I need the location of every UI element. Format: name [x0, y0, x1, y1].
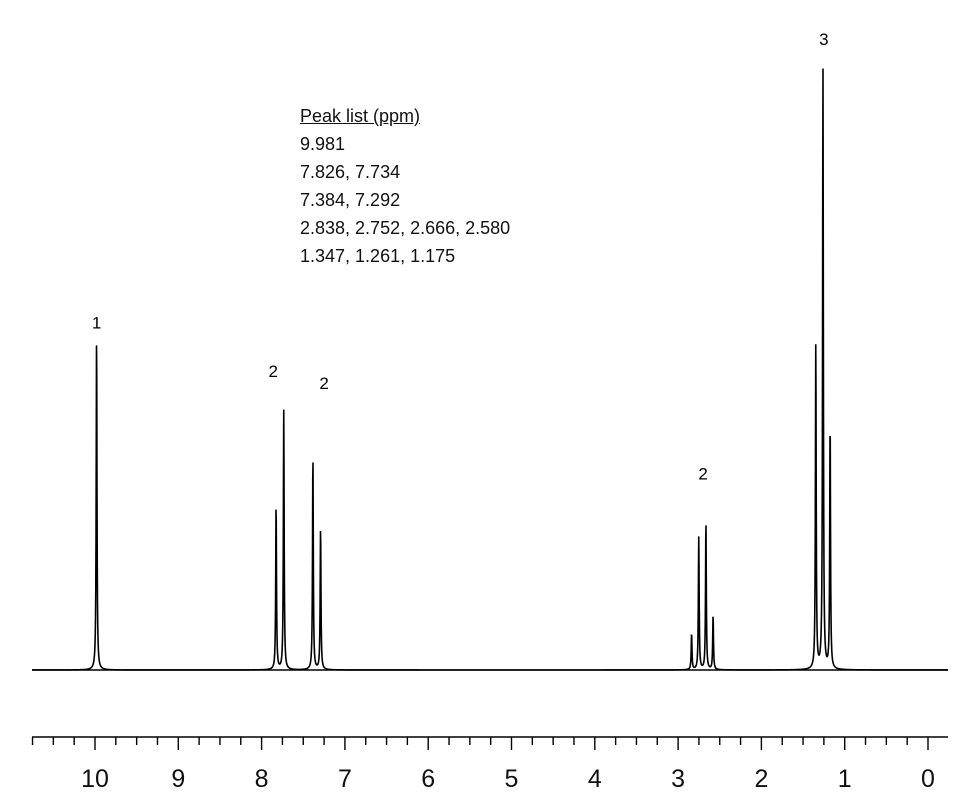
x-axis-tick-labels: 10 9 8 7 6 5 4 3 2 1 0 [81, 765, 935, 793]
x-tick-label: 5 [505, 765, 519, 793]
x-tick-label: 3 [671, 765, 685, 793]
integration-labels: 1 2 2 2 3 [92, 30, 829, 484]
x-axis-ticks [31, 737, 929, 750]
spectrum-trace [32, 68, 948, 671]
x-tick-label: 8 [255, 765, 269, 793]
x-tick-label: 4 [588, 765, 602, 793]
peak-list-line: 9.981 [300, 134, 346, 154]
integration-label: 3 [819, 30, 828, 49]
integration-label: 2 [269, 362, 278, 381]
integration-label: 2 [698, 465, 707, 484]
peak-list-box: Peak list (ppm) 9.981 7.826, 7.734 7.384… [300, 102, 510, 270]
x-tick-label: 10 [81, 765, 109, 793]
integration-label: 2 [319, 374, 328, 393]
peak-list-line: 1.347, 1.261, 1.175 [300, 246, 456, 266]
peak-list-line: 2.838, 2.752, 2.666, 2.580 [300, 218, 511, 238]
x-tick-label: 2 [754, 765, 768, 793]
x-tick-label: 1 [838, 765, 852, 793]
peak-list-line: 7.384, 7.292 [300, 190, 401, 210]
peak-list-line: 7.826, 7.734 [300, 162, 401, 182]
x-tick-label: 9 [171, 765, 185, 793]
peak-list-title: Peak list (ppm) [300, 106, 421, 126]
x-tick-label: 6 [421, 765, 435, 793]
x-tick-label: 0 [921, 765, 935, 793]
integration-label: 1 [92, 314, 101, 333]
x-tick-label: 7 [338, 765, 352, 793]
